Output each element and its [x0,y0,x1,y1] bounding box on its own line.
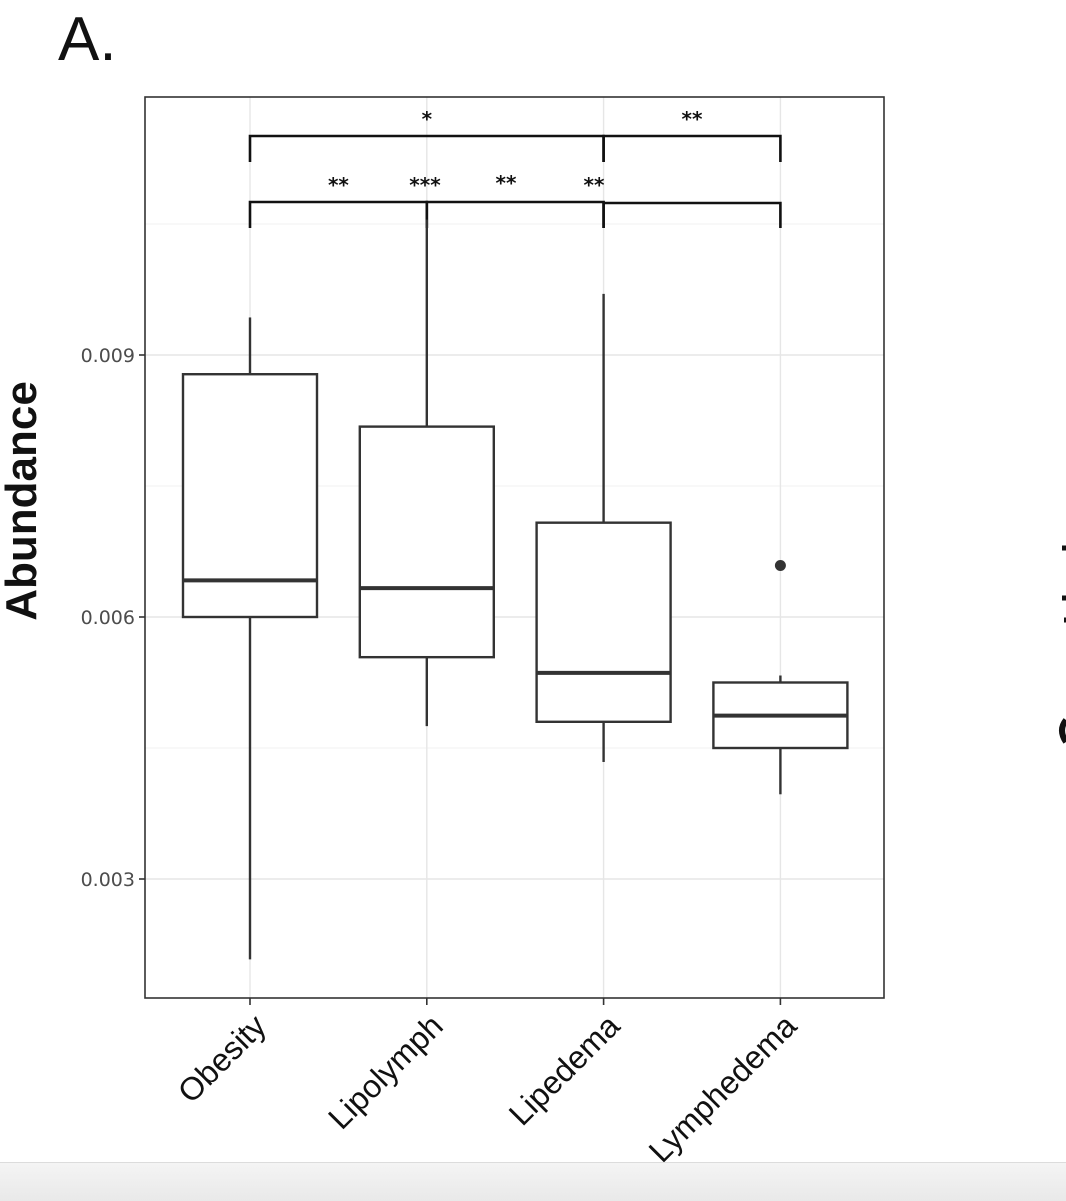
bracket-lipedema-lymphedema: ** [602,107,782,162]
significance-label: ** [682,107,703,131]
iqr-box [358,425,495,659]
box-lipolymph [358,219,495,727]
iqr-box [535,521,672,723]
box-obesity [181,317,319,960]
x-tick-label-obesity: Obesity [171,1007,273,1109]
x-tick-label-lymphedema: Lymphedema [642,1007,804,1169]
box-lipedema [535,293,672,762]
significance-label: *** [409,173,441,197]
plot-frame [144,96,885,999]
significance-label: ** [328,173,349,197]
y-tick-label: 0.009 [81,345,135,367]
bottom-caption-strip [0,1162,1066,1201]
x-tick-label-lipolymph: Lipolymph [321,1007,450,1136]
significance-label: * [422,107,433,131]
box-lymphedema [712,559,849,795]
bracket-obesity-lipolymph: ** [248,173,429,228]
significance-label: ** [584,173,605,197]
outlier-point [774,559,786,571]
y-tick-label: 0.003 [81,869,135,891]
significance-label: ** [496,171,517,195]
box-series [181,219,849,960]
next-panel-fragment [1059,545,1066,744]
panel-label: A. [58,5,117,74]
y-axis: 0.003 0.006 0.009 [81,345,145,891]
y-axis-label: Abundance [0,381,46,621]
bracket-lipolymph-lipedema: *** ** [409,171,605,228]
bracket-line [602,201,782,228]
bracket-lipedema-lymphedema-lower: ** [584,173,782,228]
significance-brackets: * **** *** ** ** [248,107,782,228]
bracket-line [602,134,782,162]
x-axis: Obesity Lipolymph Lipedema Lymphedema [171,998,804,1169]
iqr-box [181,373,319,619]
x-tick-label-lipedema: Lipedema [502,1007,627,1132]
y-tick-label: 0.006 [81,607,135,629]
